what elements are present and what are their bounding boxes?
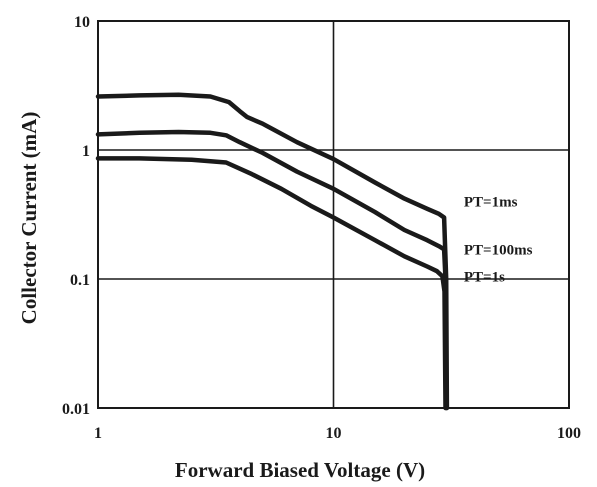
y-tick-label: 0.01	[62, 401, 90, 418]
series-line-2	[95, 156, 448, 411]
x-tick-label: 100	[557, 425, 581, 442]
series-label-0: PT=1ms	[464, 194, 518, 210]
series-labels: PT=1ms PT=100ms PT=1s	[464, 194, 533, 285]
y-tick-label: 1	[82, 143, 90, 160]
grid-lines	[98, 21, 569, 408]
plot-frame	[97, 20, 570, 409]
series-line-1	[95, 129, 449, 411]
y-axis-ticks: 0.01 0.1 1 10	[62, 14, 90, 418]
series-label-1: PT=100ms	[464, 242, 533, 258]
x-tick-label: 1	[94, 425, 102, 442]
series-curves	[95, 92, 450, 411]
y-axis-title: Collector Current (mA)	[17, 112, 41, 325]
x-axis-ticks: 1 10 100	[94, 425, 581, 442]
x-tick-label: 10	[326, 425, 342, 442]
y-tick-label: 10	[74, 14, 90, 31]
y-tick-label: 0.1	[70, 272, 90, 289]
series-label-2: PT=1s	[464, 269, 505, 285]
x-axis-title: Forward Biased Voltage (V)	[175, 458, 425, 482]
series-line-0	[95, 92, 450, 411]
